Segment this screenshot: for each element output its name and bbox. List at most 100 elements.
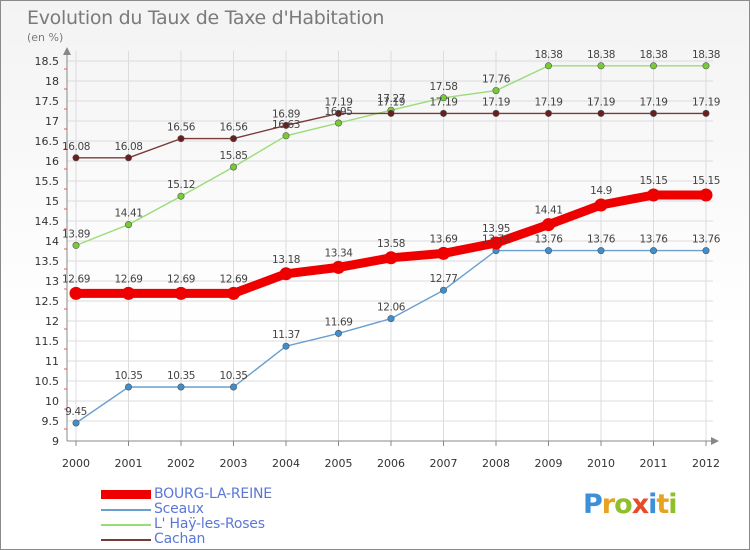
data-label: 17.19 <box>692 96 720 108</box>
data-label: 18.38 <box>692 49 720 61</box>
data-point <box>594 198 608 212</box>
x-tick-label: 2004 <box>272 457 300 470</box>
logo-letter: x <box>631 489 649 520</box>
data-label: 15.15 <box>692 175 720 187</box>
data-label: 18.38 <box>534 49 562 61</box>
data-point <box>122 286 135 300</box>
legend-item: Cachan <box>101 532 272 547</box>
data-label: 17.76 <box>482 74 511 86</box>
data-point <box>230 135 238 143</box>
y-tick-label: 16.5 <box>35 135 60 148</box>
data-point <box>597 62 605 70</box>
legend-swatch <box>101 523 151 526</box>
axes: 9 9.5 10 10.5 11 11.5 12 12.5 13 13.5 14 14.5 15 15.5… <box>35 47 720 470</box>
y-tick-label: 10.5 <box>35 375 60 388</box>
x-tick-label: 2012 <box>692 457 720 470</box>
data-label: 12.69 <box>114 273 142 285</box>
data-point <box>282 342 290 350</box>
data-label: 16.56 <box>167 122 196 134</box>
data-point <box>334 109 342 117</box>
data-label: 17.27 <box>377 93 405 105</box>
data-label: 17.19 <box>587 96 615 108</box>
y-tick-label: 15.5 <box>35 175 60 188</box>
data-label: 16.08 <box>62 141 90 153</box>
y-tick-label: 16 <box>45 155 59 168</box>
logo-letter: P <box>583 489 603 520</box>
x-tick-label: 2009 <box>535 457 563 470</box>
legend-label: L' Haÿ-les-Roses <box>154 516 265 532</box>
data-point <box>544 62 552 70</box>
y-tick-label: 17 <box>45 115 59 128</box>
data-point <box>282 132 290 140</box>
x-tick-label: 2007 <box>430 457 458 470</box>
y-tick-label: 18 <box>45 75 59 88</box>
data-point <box>387 315 395 323</box>
data-point <box>702 109 710 117</box>
data-point <box>69 286 83 300</box>
data-label: 15.85 <box>219 150 247 162</box>
data-point <box>597 247 605 255</box>
data-point <box>177 135 185 143</box>
x-tick-label: 2001 <box>115 457 143 470</box>
legend-label: Sceaux <box>154 501 204 517</box>
logo-letter: o <box>614 489 633 520</box>
data-label: 12.77 <box>429 273 457 285</box>
data-point <box>439 109 447 117</box>
y-tick-label: 14 <box>45 235 59 248</box>
data-label: 13.89 <box>62 228 90 240</box>
y-tick-label: 13 <box>45 275 59 288</box>
legend-item: L' Haÿ-les-Roses <box>101 517 272 532</box>
data-point <box>387 109 395 117</box>
data-label: 18.38 <box>587 49 615 61</box>
data-label: 18.38 <box>639 49 667 61</box>
data-point <box>439 286 447 294</box>
legend-swatch <box>101 490 151 499</box>
x-tick-label: 2008 <box>482 457 510 470</box>
data-point <box>177 383 185 391</box>
logo-letter: i <box>668 489 677 520</box>
data-label: 11.69 <box>324 316 352 328</box>
data-point <box>230 163 238 171</box>
data-label: 13.95 <box>482 223 510 235</box>
x-tick-label: 2003 <box>220 457 248 470</box>
data-label: 10.35 <box>114 370 142 382</box>
y-tick-label: 17.5 <box>35 95 60 108</box>
legend-label: BOURG-LA-REINE <box>154 486 272 502</box>
data-label: 11.37 <box>272 329 300 341</box>
data-label: 17.19 <box>482 96 510 108</box>
data-point <box>230 383 238 391</box>
data-label: 17.19 <box>534 96 562 108</box>
data-point <box>649 109 657 117</box>
data-point <box>72 241 80 249</box>
data-label: 16.08 <box>114 141 142 153</box>
data-label: 17.19 <box>429 96 457 108</box>
data-label: 10.35 <box>167 370 195 382</box>
y-tick-label: 12.5 <box>35 295 60 308</box>
data-point <box>647 188 660 202</box>
x-axis-arrow <box>711 437 719 445</box>
data-point <box>72 154 80 162</box>
data-point <box>702 247 710 255</box>
data-label: 13.76 <box>482 234 511 246</box>
data-label: 9.45 <box>65 406 87 418</box>
x-tick-label: 2000 <box>62 457 90 470</box>
data-label: 13.69 <box>429 233 457 245</box>
series-layer <box>69 62 713 427</box>
data-label: 13.58 <box>377 238 405 250</box>
data-label: 17.19 <box>377 96 405 108</box>
data-point <box>437 246 450 260</box>
data-label: 13.76 <box>692 234 721 246</box>
data-label: 16.95 <box>324 106 352 118</box>
legend-label: Cachan <box>154 531 206 547</box>
data-point <box>279 267 293 281</box>
y-tick-label: 11.5 <box>35 335 60 348</box>
y-tick-label: 11 <box>45 355 59 368</box>
data-label: 13.34 <box>324 247 353 259</box>
legend-swatch <box>101 538 151 541</box>
y-tick-label: 15 <box>45 195 59 208</box>
chart-unit: (en %) <box>27 31 64 44</box>
x-tick-label: 2010 <box>587 457 615 470</box>
y-tick-label: 9 <box>52 435 59 448</box>
logo-letter: i <box>648 489 657 520</box>
x-tick-label: 2006 <box>377 457 405 470</box>
